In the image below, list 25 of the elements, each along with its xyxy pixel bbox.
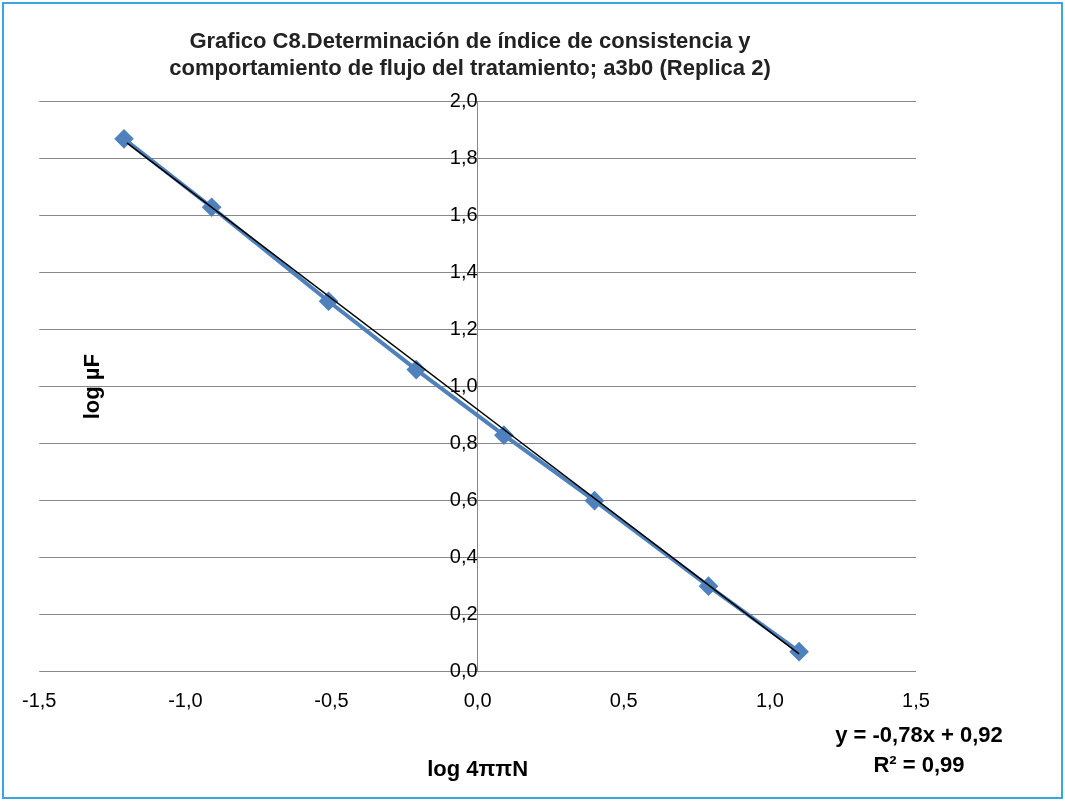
x-tick-label: -0,5 [314,689,349,712]
y-tick-label: 0,8 [449,431,478,454]
x-tick-label: 0,0 [463,689,492,712]
y-tick-label: 2,0 [449,89,478,112]
y-tick-label: 1,4 [449,260,478,283]
text: y = -0,78x + 0,92 [835,722,1003,747]
y-tick-label: 1,2 [449,317,478,340]
y-tick-label: 1,8 [449,146,478,169]
point [407,360,426,379]
y-tick-label: 0,0 [449,659,478,682]
point [114,129,133,148]
y-tick-label: 1,6 [449,203,478,226]
text: R² = 0,99 [873,752,965,777]
chart-title: Grafico C8.Determinación de índice de consistencia y comportamiento de flujo del tratamiento; a3b0 (Replica 2) [169,28,771,80]
y-tick-label: 0,6 [449,488,478,511]
y-tick-label: 0,2 [449,602,478,625]
x-tick-label: 0,5 [609,689,638,712]
x-tick-label: 1,5 [902,689,930,712]
x-tick-label: -1,5 [22,689,57,712]
y-tick-label: 1,0 [449,374,478,397]
y-axis-title: log µF [79,354,104,420]
x-axis-title: log 4ππN [427,755,529,781]
y-tick-label: 0,4 [449,545,478,568]
x-tick-label: 1,0 [755,689,784,712]
x-tick-label: -1,0 [168,689,203,712]
